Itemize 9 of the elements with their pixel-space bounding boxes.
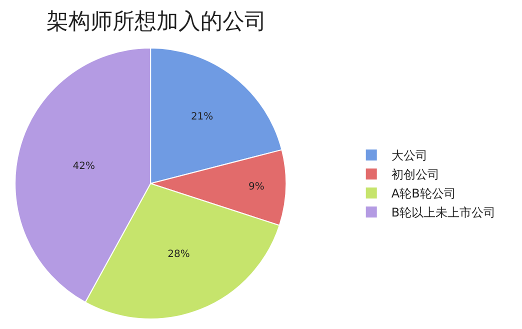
chart-title: 架构师所想加入的公司 [46, 10, 267, 35]
data-label: 42% [72, 160, 96, 172]
data-label: 28% [168, 249, 190, 260]
legend-label: B轮以上未上市公司 [391, 206, 496, 220]
legend-label: 大公司 [391, 148, 428, 163]
data-label: 21% [190, 112, 214, 123]
data-label: 9% [248, 181, 264, 192]
legend-label: A轮B轮公司 [391, 186, 456, 201]
legend-label: 初创公司 [391, 168, 440, 182]
